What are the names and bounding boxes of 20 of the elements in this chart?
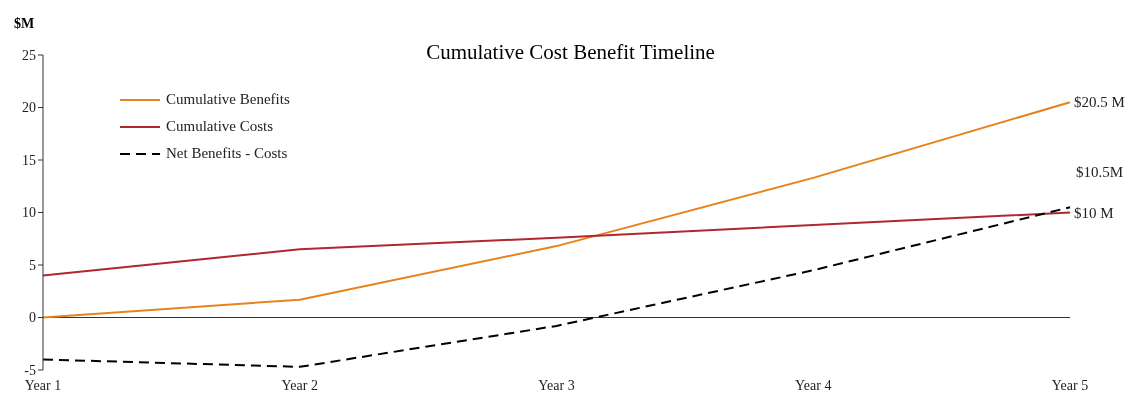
chart-title: Cumulative Cost Benefit Timeline — [426, 40, 715, 64]
y-tick-label: -5 — [24, 362, 36, 378]
x-tick-label: Year 5 — [1051, 377, 1089, 393]
y-tick-label: 10 — [22, 205, 36, 221]
x-tick-label: Year 4 — [795, 377, 832, 393]
y-tick-label: 15 — [22, 152, 36, 168]
x-tick-label: Year 3 — [538, 377, 575, 393]
y-axis-title: $M — [14, 16, 35, 32]
y-tick-label: 25 — [22, 47, 36, 63]
x-tick-label: Year 2 — [281, 377, 318, 393]
x-tick-label: Year 1 — [24, 377, 62, 393]
data-label: $10 M — [1074, 204, 1114, 221]
legend-label: Cumulative Costs — [166, 118, 274, 135]
data-label: $20.5 M — [1074, 94, 1125, 111]
legend-label: Net Benefits - Costs — [166, 145, 288, 162]
legend-label: Cumulative Benefits — [166, 91, 290, 108]
y-tick-label: 0 — [29, 310, 36, 326]
y-tick-label: 5 — [29, 257, 36, 273]
data-label: $10.5M — [1076, 164, 1124, 181]
y-tick-label: 20 — [22, 100, 36, 116]
